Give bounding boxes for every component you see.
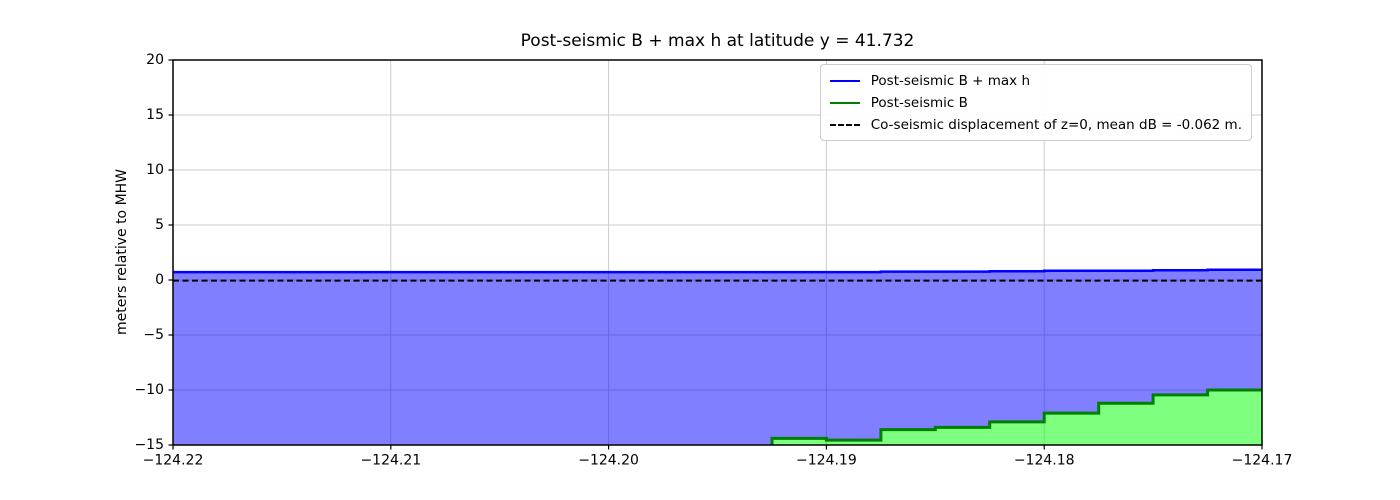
x-tick-label: −124.21	[360, 453, 421, 469]
y-tick-label: −10	[134, 382, 164, 398]
chart-title: Post-seismic B + max h at latitude y = 4…	[520, 31, 915, 51]
y-tick-label: 5	[155, 217, 164, 233]
x-tick-label: −124.22	[143, 453, 204, 469]
legend: Post-seismic B + max h Post-seismic B Co-s…	[819, 64, 1252, 141]
legend-dashed-line-sample	[829, 123, 860, 126]
x-tick-label: −124.19	[796, 453, 857, 469]
series-line-post-seismic-b-plus-maxh	[173, 268, 1262, 274]
x-tick-label: −124.18	[1014, 453, 1075, 469]
x-tick-label: −124.20	[578, 453, 639, 469]
y-tick-label: −5	[143, 327, 164, 343]
area-fill-post-seismic-b-plus-maxh	[173, 269, 1262, 445]
legend-line-sample	[829, 101, 860, 104]
series-lines	[173, 268, 1262, 445]
axis-tick-labels: −124.22 −124.21 −124.20 −124.19 −124.18 −124.…	[134, 52, 1292, 469]
legend-entry: Post-seismic B + max h	[829, 70, 1242, 91]
y-tick-label: 15	[146, 107, 164, 123]
legend-entry-label: Co-seismic displacement of z=0, mean dB …	[870, 116, 1242, 133]
series-line-post-seismic-b	[770, 388, 1262, 445]
axis-ticks	[168, 59, 1263, 450]
y-tick-label: 0	[155, 272, 164, 288]
legend-entry: Co-seismic displacement of z=0, mean dB …	[829, 114, 1242, 135]
x-tick-label: −124.17	[1232, 453, 1293, 469]
y-tick-label: 20	[146, 52, 164, 68]
y-tick-label: −15	[134, 437, 164, 453]
legend-entry: Post-seismic B	[829, 92, 1242, 113]
y-tick-label: 10	[146, 162, 164, 178]
axes-frame	[172, 59, 1263, 446]
area-fills	[173, 269, 1262, 445]
legend-line-sample	[829, 79, 860, 82]
legend-entry-label: Post-seismic B	[870, 94, 968, 111]
plot-border	[172, 59, 1263, 446]
legend-entry-label: Post-seismic B + max h	[870, 72, 1031, 89]
